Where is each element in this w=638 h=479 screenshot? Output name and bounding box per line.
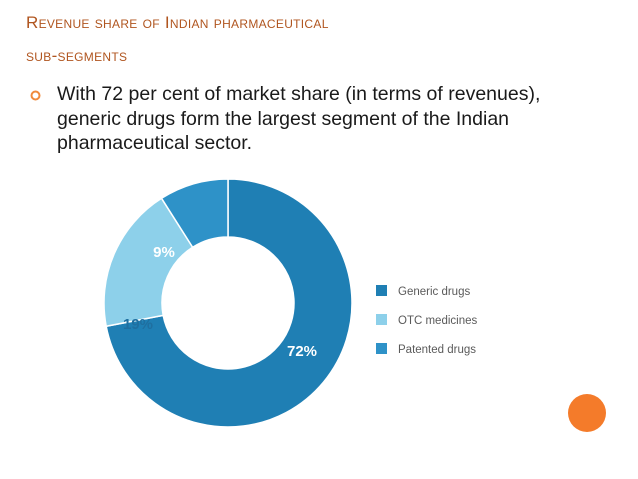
legend-label-generic-drugs: Generic drugs — [398, 286, 470, 298]
donut-slices — [103, 178, 353, 428]
donut-percent-labels: 72% 19% 9% — [123, 244, 317, 360]
legend-swatch-otc-medicines — [376, 314, 387, 325]
donut-slice-patented-drugs — [160, 178, 229, 249]
percent-label-otc-medicines: 19% — [123, 316, 153, 333]
chart-legend: Generic drugs OTC medicines Patented drugs — [376, 285, 477, 356]
slide-title-line-1: Revenue share of Indian pharmaceutical — [26, 13, 329, 32]
orange-accent-dot — [568, 394, 606, 432]
bullet-text: With 72 per cent of market share (in ter… — [57, 83, 541, 154]
percent-label-generic-drugs: 72% — [287, 343, 317, 360]
percent-label-patented-drugs: 9% — [153, 244, 175, 261]
donut-slice-generic-drugs — [105, 178, 353, 428]
legend-label-otc-medicines: OTC medicines — [398, 315, 477, 327]
hollow-circle-bullet-icon — [30, 90, 41, 101]
legend-swatch-generic-drugs — [376, 285, 387, 296]
slide-title-line-2: sub-segments — [26, 46, 128, 65]
legend-label-patented-drugs: Patented drugs — [398, 344, 476, 356]
slide-title: Revenue share of Indian pharmaceutical s… — [26, 6, 616, 72]
legend-swatch-patented-drugs — [376, 343, 387, 354]
